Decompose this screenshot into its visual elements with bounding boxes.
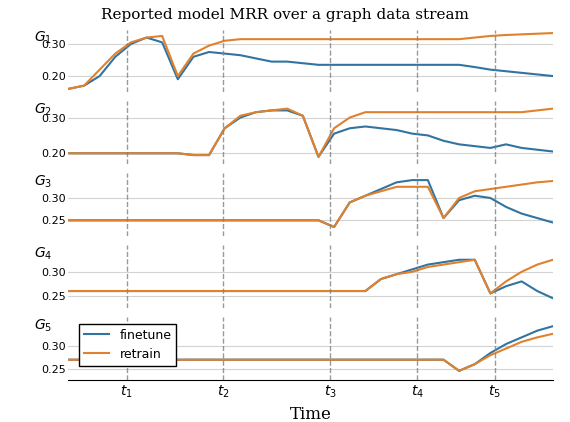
X-axis label: Time: Time: [290, 406, 332, 422]
Text: $G_1$: $G_1$: [34, 30, 52, 46]
Text: Reported model MRR over a graph data stream: Reported model MRR over a graph data str…: [101, 8, 469, 22]
Text: $G_4$: $G_4$: [34, 245, 53, 262]
Text: $G_3$: $G_3$: [34, 173, 52, 190]
Legend: finetune, retrain: finetune, retrain: [79, 324, 177, 366]
Text: $G_5$: $G_5$: [34, 317, 52, 334]
Text: $G_2$: $G_2$: [34, 101, 52, 118]
